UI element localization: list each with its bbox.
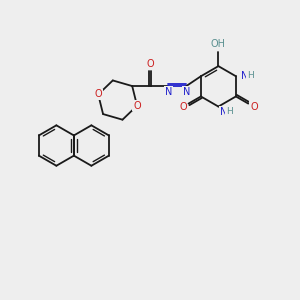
Text: O: O xyxy=(179,102,187,112)
Text: N: N xyxy=(165,87,172,97)
Text: N: N xyxy=(220,107,227,117)
Text: N: N xyxy=(183,87,190,97)
Text: O: O xyxy=(94,89,102,100)
Text: N: N xyxy=(241,71,249,81)
Text: H: H xyxy=(247,71,254,80)
Text: H: H xyxy=(226,107,232,116)
Text: OH: OH xyxy=(211,39,226,49)
Text: O: O xyxy=(250,102,258,112)
Text: O: O xyxy=(147,59,154,69)
Text: O: O xyxy=(133,101,141,111)
